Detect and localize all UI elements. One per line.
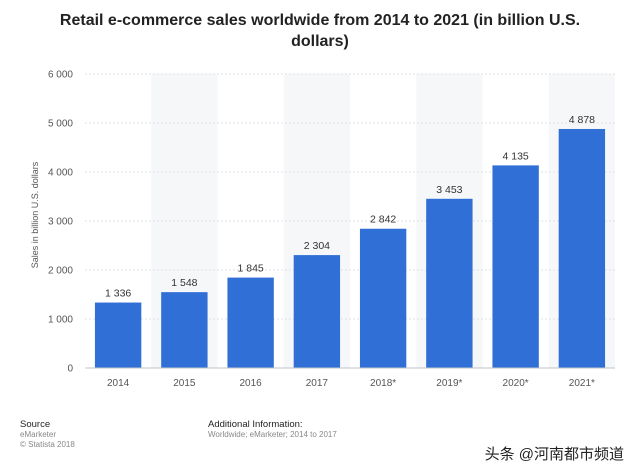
y-tick-label: 4 000 <box>48 168 73 179</box>
y-tick-label: 6 000 <box>48 70 73 81</box>
data-label: 1 336 <box>105 288 131 300</box>
chart-title: Retail e-commerce sales worldwide from 2… <box>0 10 640 52</box>
bar <box>227 277 274 368</box>
data-label: 4 878 <box>569 114 595 126</box>
chart-title-line2: dollars) <box>291 33 349 50</box>
x-tick-label: 2020* <box>503 378 529 389</box>
bar <box>161 292 208 368</box>
source-heading: Source <box>20 419 51 430</box>
bar <box>293 255 341 368</box>
x-tick-label: 2016 <box>240 378 263 389</box>
data-label: 3 453 <box>436 184 462 196</box>
additional-info-text: Worldwide; eMarketer; 2014 to 2017 <box>208 430 337 439</box>
bar <box>359 228 407 368</box>
y-tick-label: 2 000 <box>48 266 73 277</box>
data-label: 2 842 <box>370 214 396 226</box>
additional-info-heading: Additional Information: <box>208 419 303 430</box>
y-tick-label: 5 000 <box>48 119 73 130</box>
data-label: 1 548 <box>171 277 197 289</box>
bar <box>426 198 473 368</box>
watermark: 头条 @河南都市频道 <box>485 443 624 464</box>
x-tick-label: 2018* <box>370 378 396 389</box>
x-tick-label: 2021* <box>569 378 595 389</box>
y-axis-label: Sales in billion U.S. dollars <box>30 161 40 269</box>
x-tick-label: 2015 <box>173 378 196 389</box>
y-tick-label: 0 <box>67 364 73 375</box>
y-tick-label: 1 000 <box>48 315 73 326</box>
y-tick-label: 3 000 <box>48 217 73 228</box>
watermark-text: 头条 @河南都市频道 <box>484 446 624 463</box>
source-name: eMarketer <box>20 430 57 439</box>
copyright-text: © Statista 2018 <box>20 440 75 449</box>
bar <box>492 165 539 368</box>
bar <box>558 128 606 368</box>
data-label: 2 304 <box>304 240 330 252</box>
bar <box>94 302 142 368</box>
data-label: 1 845 <box>237 263 263 275</box>
source-block: Source eMarketer © Statista 2018 <box>20 420 75 450</box>
x-tick-label: 2014 <box>107 378 130 389</box>
data-label: 4 135 <box>502 150 528 162</box>
x-tick-label: 2017 <box>306 378 329 389</box>
chart-title-line1: Retail e-commerce sales worldwide from 2… <box>59 12 581 29</box>
x-tick-label: 2019* <box>436 378 462 389</box>
additional-info-block: Additional Information: Worldwide; eMark… <box>208 420 337 440</box>
